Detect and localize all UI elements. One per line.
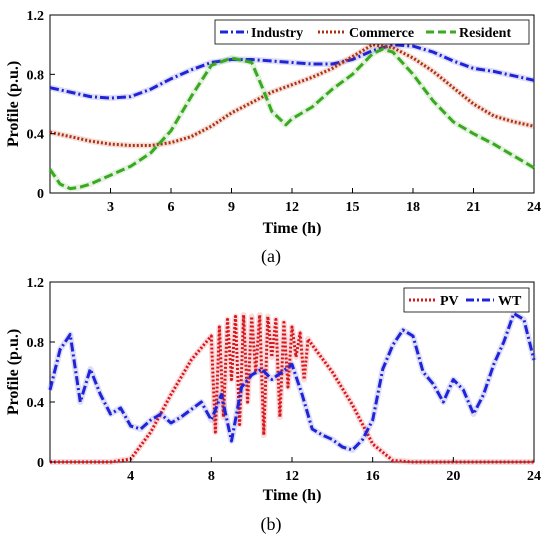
chart-a-plot-area — [49, 14, 535, 194]
chart-b-series-layer — [47, 310, 537, 465]
chart-a-ytick-label: 0.4 — [27, 128, 45, 143]
legend-wt-label: WT — [498, 294, 522, 309]
chart-b-series-pv — [50, 313, 534, 464]
chart-b-ytick-label: 0.4 — [27, 396, 45, 411]
chart-b-yticks: 0 0.4 0.8 1.2 — [27, 276, 55, 471]
chart-a-series-resident — [48, 47, 535, 191]
chart-b-ytick-label: 1.2 — [27, 276, 45, 291]
chart-b-xtick-label: 16 — [366, 469, 380, 484]
legend-pv-label: PV — [440, 294, 459, 309]
chart-b-y-axis-label: Profile (p.u.) — [5, 329, 22, 415]
chart-a-xtick-label: 24 — [527, 200, 541, 215]
chart-a-x-axis-label: Time (h) — [263, 220, 322, 237]
chart-b-xticks: 4 8 12 16 20 24 — [127, 457, 541, 484]
chart-b-series-wt — [48, 312, 536, 452]
chart-b-xtick-label: 8 — [208, 469, 215, 484]
chart-b-xtick-label: 24 — [527, 469, 541, 484]
chart-b-ytick-label: 0.8 — [27, 336, 45, 351]
chart-b-xtick-label: 4 — [127, 469, 134, 484]
chart-a-xtick-label: 9 — [228, 200, 235, 215]
chart-a-yticks: 0 0.4 0.8 1.2 — [27, 9, 55, 202]
chart-a-xtick-label: 15 — [346, 200, 360, 215]
chart-a-xticks: 3 6 9 12 15 18 21 24 — [107, 188, 541, 215]
chart-a-series-layer — [47, 41, 536, 192]
chart-a-ytick-label: 1.2 — [27, 9, 45, 24]
chart-a-xtick-label: 18 — [406, 200, 420, 215]
chart-b: 0 0.4 0.8 1.2 4 8 12 16 20 24 Time (h) Profile (… — [5, 276, 541, 535]
chart-a-xtick-label: 6 — [168, 200, 175, 215]
legend-resident-label: Resident — [459, 26, 511, 41]
chart-a-series-commerce — [49, 43, 535, 147]
chart-b-legend: PV WT — [403, 287, 530, 313]
chart-a: 0 0.4 0.8 1.2 3 6 9 12 15 18 21 24 Time (h) Profil… — [5, 9, 541, 267]
legend-industry-label: Industry — [251, 26, 303, 41]
chart-b-panel-label: (b) — [261, 514, 282, 535]
chart-a-xtick-label: 3 — [107, 200, 114, 215]
chart-a-y-axis-label: Profile (p.u.) — [5, 61, 22, 147]
chart-a-series-industry — [49, 43, 535, 100]
chart-b-xtick-label: 12 — [285, 469, 299, 484]
chart-a-panel-label: (a) — [261, 246, 281, 267]
legend-commerce-label: Commerce — [349, 26, 414, 41]
chart-b-ytick-label: 0 — [37, 456, 44, 471]
chart-a-legend: Industry Commerce Resident — [214, 19, 530, 45]
chart-b-x-axis-label: Time (h) — [263, 487, 322, 504]
chart-a-xtick-label: 12 — [285, 200, 299, 215]
chart-a-ytick-label: 0 — [37, 187, 44, 202]
chart-a-legend-box — [214, 19, 530, 45]
chart-b-xtick-label: 20 — [446, 469, 460, 484]
chart-a-ytick-label: 0.8 — [27, 68, 45, 83]
chart-a-xtick-label: 21 — [467, 200, 481, 215]
